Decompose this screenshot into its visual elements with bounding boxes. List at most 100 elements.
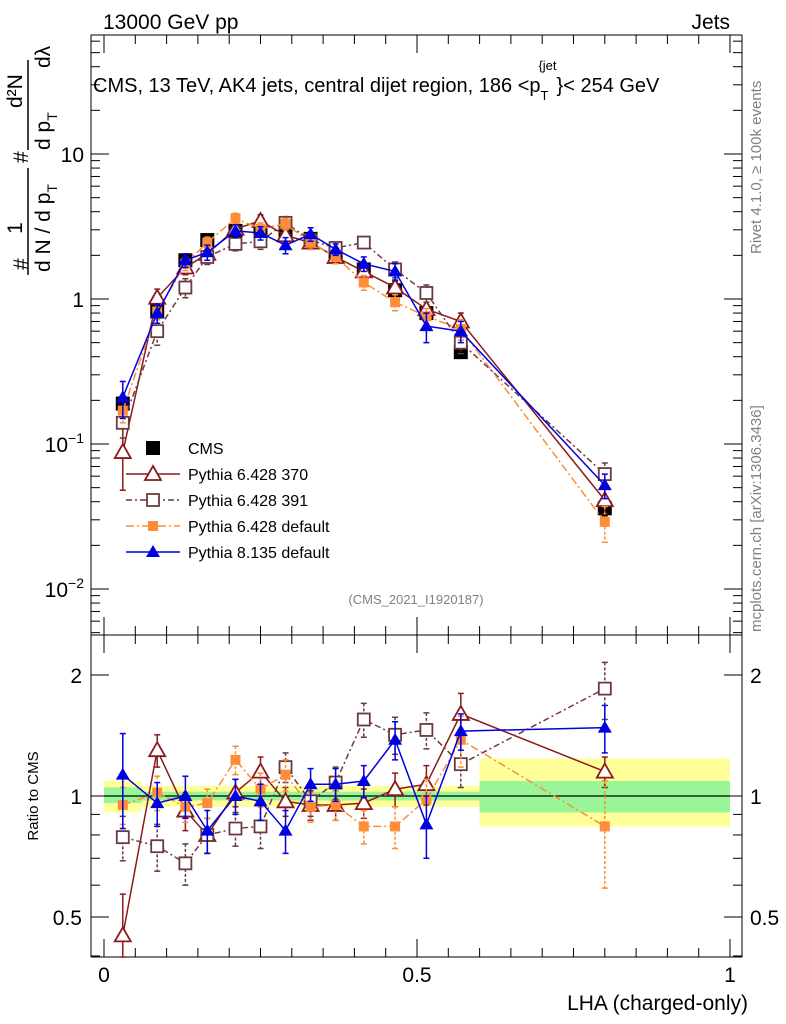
marker (328, 777, 343, 790)
series-pythia-8-135-default (115, 223, 612, 500)
marker (275, 791, 296, 809)
marker (146, 493, 160, 507)
y-axis-label: # 1 d N / d pT # d²N d pT dλ (4, 45, 60, 275)
main-y-tick-label: 10−2 (45, 575, 85, 602)
marker (358, 277, 369, 288)
series-line (122, 726, 605, 832)
main-y-tick-label: 10 (61, 144, 84, 167)
plot-title-main: CMS, 13 TeV, AK4 jets, central dijet reg… (93, 75, 541, 97)
main-y-tick-label: 10−1 (45, 430, 85, 457)
ylabel-expr-den: d pT (32, 112, 60, 150)
marker (200, 245, 215, 258)
marker (230, 754, 241, 765)
marker (419, 723, 434, 737)
marker (358, 821, 369, 832)
marker (354, 793, 374, 811)
marker (597, 478, 612, 491)
ylabel-expr-den-main: d p (32, 121, 55, 150)
marker (356, 235, 371, 250)
marker (278, 823, 293, 836)
ylabel-hash: # (10, 258, 33, 270)
marker (595, 761, 615, 779)
ratio-y-tick-label-right: 0.5 (750, 907, 779, 930)
marker (305, 801, 316, 812)
marker (150, 324, 165, 339)
ratio-y-tick-label-right: 2 (750, 665, 762, 688)
plot-title: CMS, 13 TeV, AK4 jets, central dijet reg… (93, 58, 660, 103)
main-series (113, 211, 615, 544)
main-y-tick-labels: 10 1 10−1 10−2 (45, 144, 85, 602)
marker (303, 777, 318, 790)
marker (388, 264, 403, 277)
marker (453, 324, 468, 337)
marker (147, 740, 167, 758)
marker (146, 441, 160, 455)
main-y-tick-label: 1 (72, 289, 84, 312)
marker (453, 724, 468, 737)
legend-item: Pythia 6.428 370 (126, 464, 308, 484)
plot-title-sup: {jet (538, 58, 556, 73)
ratio-tick-labels: 0.5 0.5 1 1 2 2 0 0.5 1 (53, 665, 779, 987)
ratio-y-tick-label-left: 2 (70, 665, 82, 688)
marker (356, 256, 371, 269)
marker (385, 779, 405, 797)
header-left: 13000 GeV pp (103, 11, 238, 34)
series-pythia-6-428-391 (115, 215, 612, 489)
marker (150, 839, 165, 854)
marker (278, 238, 293, 251)
x-tick-label: 0 (98, 964, 110, 987)
ratio-y-tick-label-right: 1 (750, 786, 762, 809)
legend-label: CMS (188, 441, 224, 458)
ylabel-expr-den-sub: T (44, 112, 60, 121)
x-tick-label: 0.5 (402, 964, 431, 987)
plot-title-sub: T (541, 88, 549, 103)
marker (150, 796, 165, 809)
series-pythia-8-135-default (115, 704, 612, 860)
ratio-ylabel: Ratio to CMS (25, 751, 42, 840)
legend-label: Pythia 8.135 default (188, 545, 330, 562)
marker (150, 306, 165, 319)
marker (250, 761, 271, 779)
marker (253, 226, 268, 239)
marker (143, 464, 163, 481)
marker (115, 390, 130, 403)
marker (148, 521, 158, 531)
marker (356, 773, 371, 786)
marker (202, 237, 213, 248)
ratio-y-tick-label-left: 1 (70, 786, 82, 809)
marker (115, 830, 130, 845)
marker (330, 251, 341, 262)
marker (200, 823, 215, 836)
marker (356, 712, 371, 727)
marker (113, 925, 133, 943)
marker (146, 545, 160, 557)
marker (178, 253, 193, 266)
marker (599, 821, 610, 832)
ylabel-den-sub: T (44, 184, 60, 193)
marker (328, 242, 343, 255)
analysis-tag: (CMS_2021_I1920187) (348, 592, 483, 607)
legend-item: Pythia 8.135 default (126, 545, 330, 562)
marker (228, 821, 243, 836)
marker (330, 799, 341, 810)
marker (280, 218, 291, 229)
marker (113, 442, 133, 459)
marker (253, 819, 268, 834)
marker (178, 856, 193, 871)
marker (280, 769, 291, 780)
marker (390, 821, 401, 832)
marker (305, 237, 316, 248)
marker (115, 767, 130, 780)
marker (202, 798, 213, 809)
marker (597, 681, 612, 696)
header-right: Jets (691, 11, 730, 34)
marker (385, 277, 405, 295)
marker (419, 286, 434, 300)
series-line (122, 230, 606, 486)
marker (230, 213, 241, 224)
legend-item: CMS (146, 441, 224, 458)
legend-item: Pythia 6.428 default (126, 519, 330, 536)
x-tick-label: 1 (724, 964, 736, 987)
legend-label: Pythia 6.428 default (188, 519, 330, 536)
